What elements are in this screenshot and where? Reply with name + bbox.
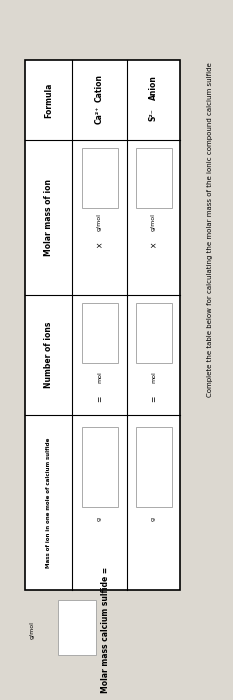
Text: g: g [97,517,102,521]
Text: Molar mass of ion: Molar mass of ion [44,179,53,256]
Bar [136,148,171,208]
Text: ×: × [149,241,158,247]
Text: Number of ions: Number of ions [44,322,53,388]
Text: Ca²⁺: Ca²⁺ [95,106,104,124]
Bar [136,427,171,507]
Bar [82,303,117,363]
Text: Molar mass calcium sulfide =: Molar mass calcium sulfide = [100,567,110,693]
Text: mol: mol [97,371,102,383]
Text: mol: mol [151,371,156,383]
Bar [82,148,117,208]
Text: ×: × [95,241,104,247]
Text: Mass of ion in one mole of calcium sulfide: Mass of ion in one mole of calcium sulfi… [46,438,51,568]
Text: g/mol: g/mol [151,213,156,231]
Bar [25,60,180,590]
Text: =: = [95,395,104,402]
Text: g/mol: g/mol [30,621,34,639]
Text: Formula: Formula [44,83,53,118]
Bar [82,427,117,507]
Bar [136,303,171,363]
Text: Complete the table below for calculating the molar mass of the ionic compound ca: Complete the table below for calculating… [207,62,213,398]
Bar [58,600,96,655]
Text: =: = [149,395,158,402]
Text: S²⁻: S²⁻ [149,108,158,121]
Text: Anion: Anion [149,76,158,100]
Text: g/mol: g/mol [97,213,102,231]
Text: g: g [151,517,156,521]
Text: Cation: Cation [95,74,104,102]
